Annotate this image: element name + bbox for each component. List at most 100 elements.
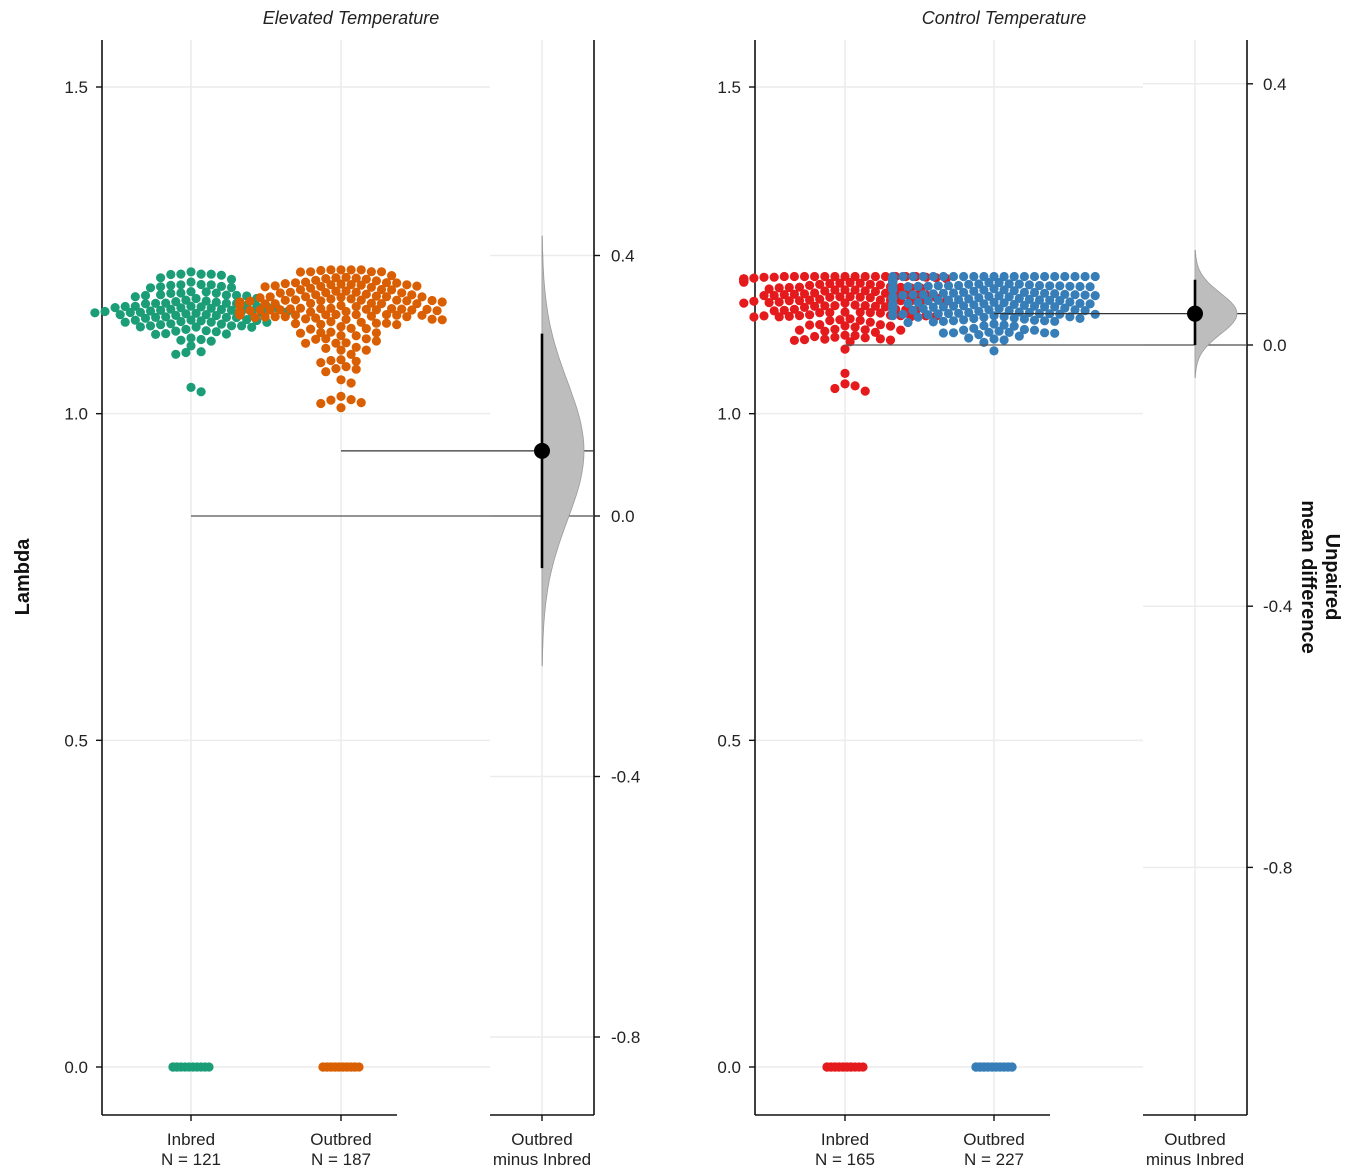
- swarm-point: [336, 375, 346, 385]
- swarm-point: [850, 322, 860, 332]
- swarm-point: [1009, 313, 1019, 323]
- swarm-point: [140, 290, 151, 301]
- delta-y-tick-label: -0.4: [611, 768, 640, 787]
- swarm-point: [865, 279, 875, 289]
- swarm-point: [794, 296, 805, 306]
- swarm-point: [1019, 314, 1029, 324]
- swarm-point: [130, 301, 140, 311]
- swarm-point: [206, 280, 216, 290]
- swarm-point: [206, 336, 216, 346]
- swarm-point: [840, 379, 850, 389]
- swarm-point: [933, 281, 943, 291]
- swarm-point: [1050, 302, 1060, 312]
- swarm-point: [969, 300, 979, 310]
- swarm-point: [366, 311, 376, 321]
- swarm-point: [974, 330, 984, 340]
- swarm-point: [1070, 305, 1080, 315]
- swarm-point: [820, 301, 830, 311]
- category-label: Inbred: [821, 1130, 869, 1149]
- swarm-point: [181, 347, 191, 358]
- swarm-point: [125, 307, 135, 318]
- swarm-point: [908, 290, 918, 300]
- swarm-point: [376, 284, 387, 295]
- swarm-point: [1045, 295, 1055, 305]
- swarm-point: [764, 284, 774, 294]
- swarm-point: [265, 292, 275, 302]
- swarm-point: [830, 301, 840, 311]
- swarm-point: [969, 286, 979, 296]
- swarm-point: [1050, 316, 1060, 326]
- swarm-point: [989, 311, 999, 321]
- swarm-point: [427, 314, 437, 324]
- swarm-point: [840, 330, 850, 340]
- swarm-point: [1085, 299, 1095, 309]
- swarm-point: [417, 292, 427, 302]
- swarm-point: [166, 288, 176, 298]
- zero-point: [846, 1062, 856, 1072]
- swarm-point: [301, 277, 311, 287]
- swarm-point: [845, 314, 855, 324]
- swarm-point: [110, 303, 120, 313]
- swarm-point: [810, 288, 820, 298]
- swarm-point: [346, 280, 356, 290]
- swarm-point: [196, 316, 206, 326]
- y-tick-label: 1.0: [717, 405, 741, 424]
- swarm-point: [845, 277, 855, 288]
- swarm-point: [1040, 328, 1050, 338]
- zero-point: [979, 1062, 989, 1072]
- data-marks: [90, 235, 1247, 1072]
- swarm-point: [928, 317, 938, 327]
- swarm-point: [336, 279, 346, 289]
- category-label: Outbred: [963, 1130, 1024, 1149]
- swarm-point: [880, 288, 891, 298]
- swarm-point: [196, 302, 206, 312]
- swarm-point: [1080, 306, 1090, 316]
- swarm-point: [959, 315, 969, 325]
- swarm-point: [1065, 312, 1075, 322]
- swarm-point: [898, 271, 908, 282]
- swarm-point: [371, 276, 381, 286]
- swarm-point: [830, 383, 840, 394]
- swarm-point: [311, 290, 321, 300]
- swarm-point: [969, 271, 979, 282]
- swarm-point: [341, 306, 351, 317]
- swarm-point: [341, 286, 351, 296]
- swarm-point: [810, 301, 820, 311]
- delta-label-line1: Outbred: [511, 1130, 572, 1149]
- swarm-point: [381, 292, 392, 302]
- mean-difference-point: [1187, 305, 1203, 322]
- swarm-point: [928, 289, 938, 299]
- swarm-point: [845, 292, 855, 302]
- swarm-point: [245, 305, 255, 316]
- swarm-point: [850, 300, 860, 310]
- swarm-point: [321, 343, 331, 353]
- swarm-point: [875, 320, 886, 330]
- swarm-point: [875, 334, 886, 344]
- swarm-point: [799, 289, 810, 299]
- swarm-point: [994, 304, 1004, 314]
- swarm-point: [115, 310, 125, 320]
- swarm-point: [176, 335, 186, 345]
- delta-y-tick-label: 0.4: [611, 247, 635, 266]
- swarm-point: [943, 281, 954, 291]
- swarm-point: [994, 291, 1004, 301]
- swarm-point: [346, 265, 356, 275]
- swarm-point: [860, 325, 870, 335]
- swarm-point: [938, 316, 949, 326]
- swarm-point: [366, 298, 376, 308]
- swarm-point: [885, 321, 896, 331]
- swarm-point: [825, 292, 835, 302]
- swarm-point: [140, 299, 151, 309]
- swarm-point: [860, 286, 870, 296]
- swarm-point: [326, 294, 336, 304]
- swarm-point: [759, 311, 769, 321]
- swarm-point: [226, 274, 237, 284]
- swarm-point: [371, 336, 381, 346]
- swarm-point: [830, 324, 840, 334]
- y-tick-label: 1.0: [64, 405, 88, 424]
- swarm-point: [326, 327, 336, 337]
- swarm-point: [974, 279, 984, 289]
- swarm-point: [954, 280, 964, 291]
- swarm-point: [923, 310, 933, 320]
- panel-title-elevated: Elevated Temperature: [263, 8, 439, 28]
